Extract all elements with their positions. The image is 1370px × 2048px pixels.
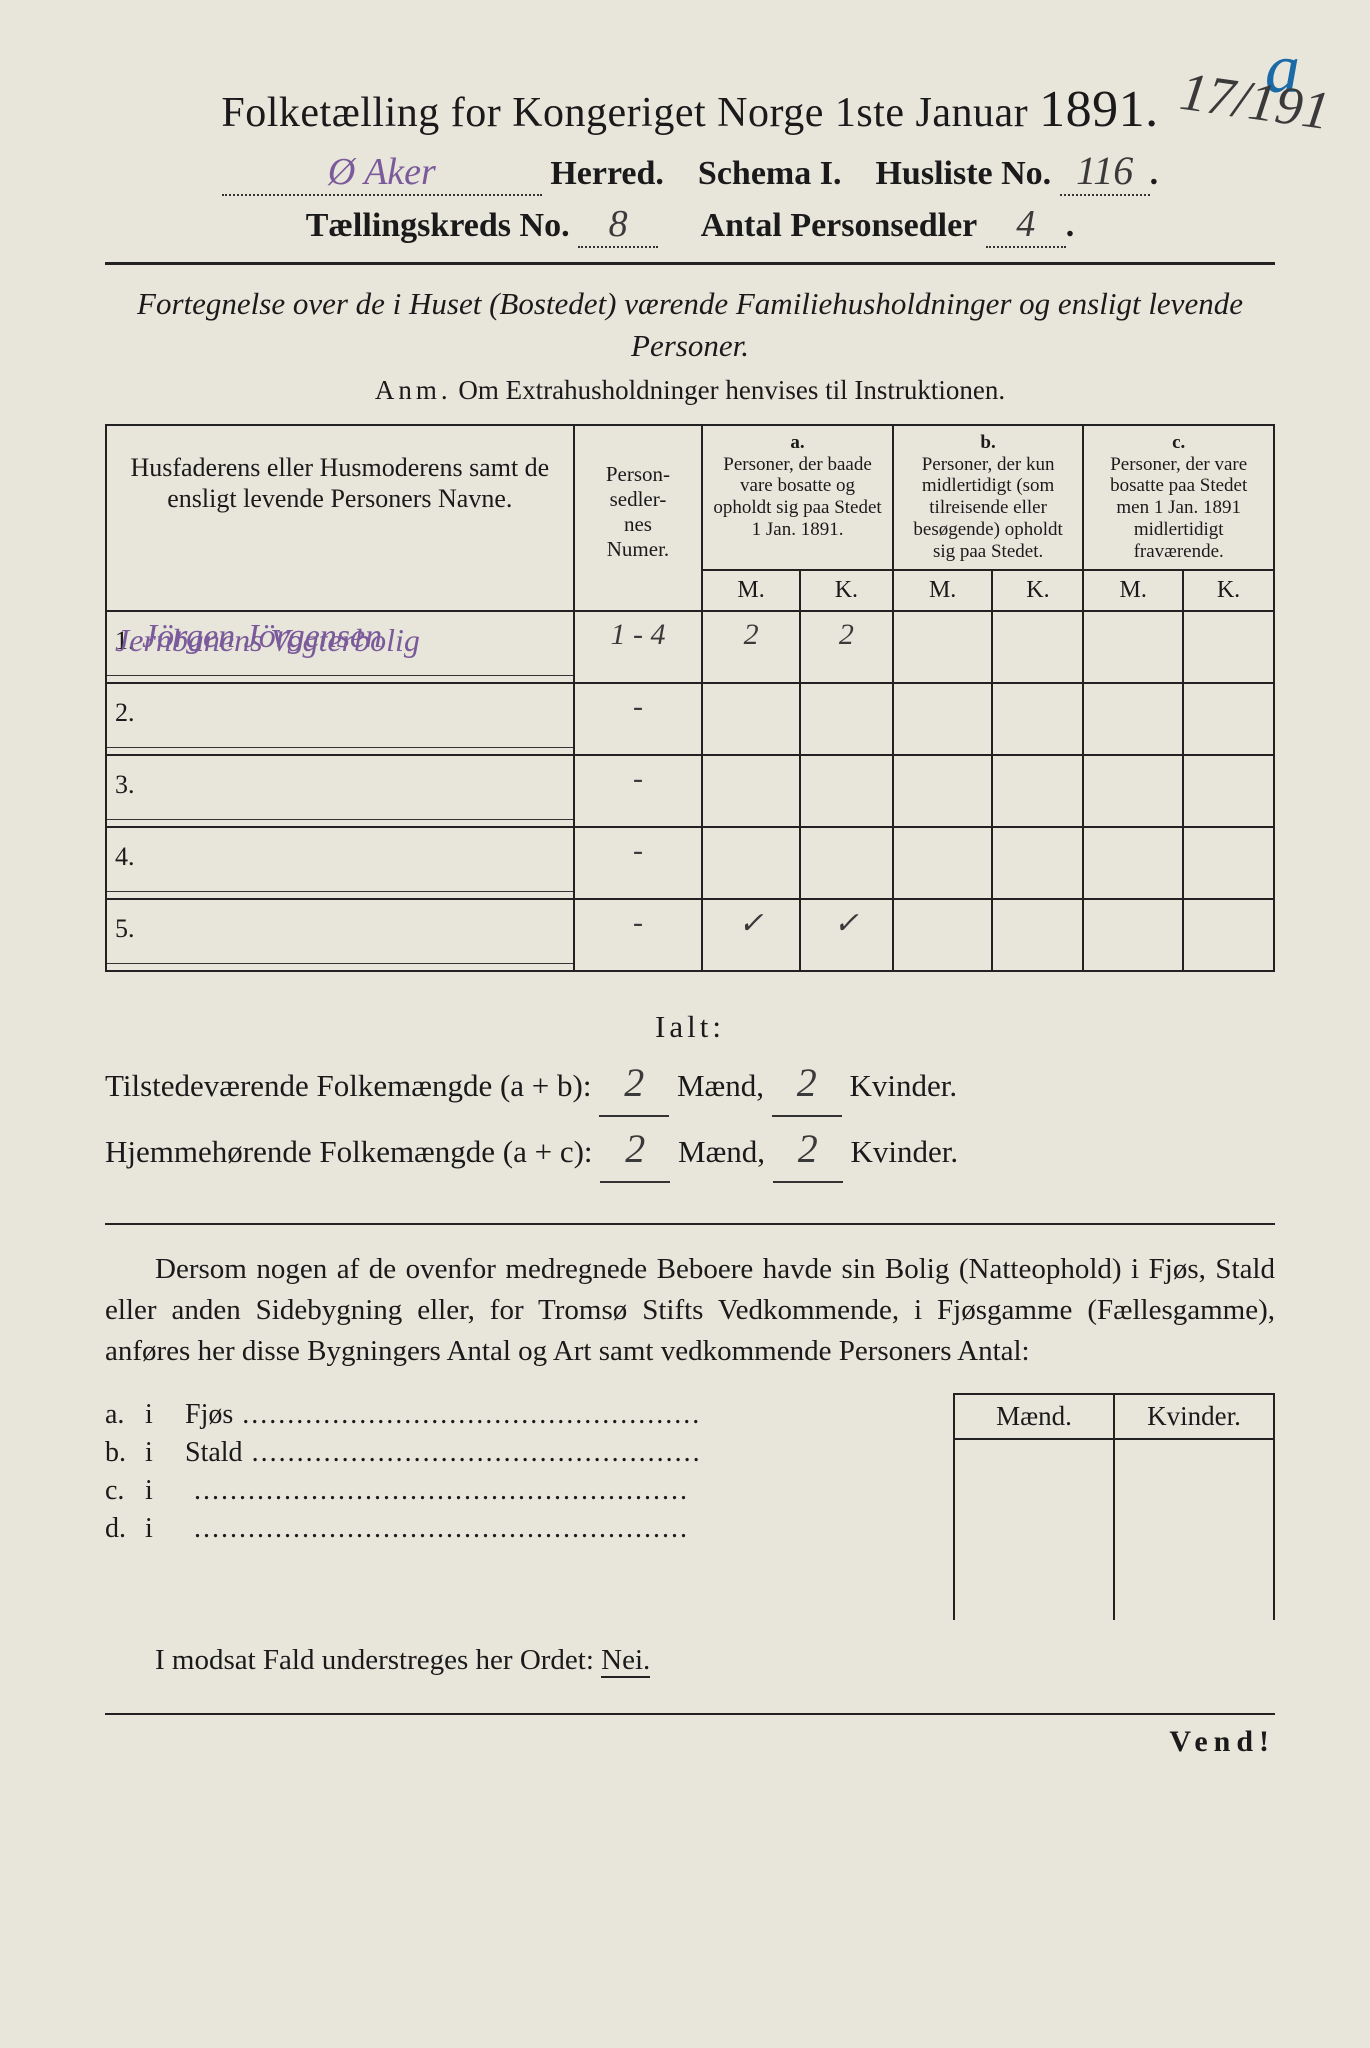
a-m-cell [702, 827, 800, 899]
b-m-cell [893, 611, 993, 683]
c-m-cell [1083, 899, 1183, 971]
ialt-heading: Ialt: [650, 1002, 730, 1052]
c-m-cell [1083, 827, 1183, 899]
a-m-cell [702, 683, 800, 755]
c-k-cell [1183, 683, 1274, 755]
b-m-cell [893, 827, 993, 899]
anm-note: Anm. Om Extrahusholdninger henvises til … [105, 375, 1275, 406]
form-subtitle: Fortegnelse over de i Huset (Bostedet) v… [105, 283, 1275, 367]
b-k-cell [992, 899, 1083, 971]
col-header-names: Husfaderens eller Husmoderens samt de en… [106, 425, 574, 611]
divider-2 [105, 1223, 1275, 1225]
outbuilding-paragraph: Dersom nogen af de ovenfor medregnede Be… [105, 1249, 1275, 1371]
kreds-label: Tællingskreds No. [306, 207, 570, 244]
col-header-a: a. Personer, der baade vare bosatte og o… [702, 425, 893, 570]
col-header-c: c. Personer, der vare bosatte paa Stedet… [1083, 425, 1274, 570]
col-header-b: b. Personer, der kun midlertidigt (som t… [893, 425, 1084, 570]
page-title: Folketælling for Kongeriget Norge 1ste J… [105, 80, 1275, 139]
table-row: 4. - [106, 827, 1274, 899]
totals-block: Ialt: Tilstedeværende Folkemængde (a + b… [105, 1002, 1275, 1184]
col-b-k: K. [992, 570, 1083, 611]
property-note: Jernbanens Vogterbolig [115, 622, 420, 659]
anm-label: Anm. [375, 375, 452, 405]
husliste-value: 116 [1076, 148, 1133, 193]
col-b-m: M. [893, 570, 993, 611]
outbuilding-table: a.iFjøs ................................… [105, 1393, 1275, 1620]
name-cell: 5. [106, 899, 574, 971]
herred-value: Ø Aker [328, 151, 436, 193]
divider [105, 262, 1275, 265]
num-cell: - [574, 683, 703, 755]
outbuilding-row: c.i ....................................… [105, 1475, 953, 1507]
b-k-cell [992, 683, 1083, 755]
a-k-cell: 2 [800, 611, 893, 683]
kreds-value: 8 [609, 203, 628, 245]
l1-m: 2 [624, 1060, 644, 1105]
census-form-page: a 17/191 Folketælling for Kongeriget Nor… [0, 0, 1370, 2048]
name-cell: 2. [106, 683, 574, 755]
outbuilding-row: d.i ....................................… [105, 1513, 953, 1545]
c-k-cell [1183, 611, 1274, 683]
header-line-2: Ø Aker Herred. Schema I. Husliste No. 11… [105, 147, 1275, 196]
outbuilding-row: a.iFjøs ................................… [105, 1399, 953, 1431]
b-m-cell [893, 899, 993, 971]
l2-m: 2 [625, 1126, 645, 1171]
c-m-cell [1083, 683, 1183, 755]
table-row: 5. -✓✓ [106, 899, 1274, 971]
title-text: Folketælling for Kongeriget Norge 1ste J… [221, 90, 1039, 136]
header-line-3: Tællingskreds No. 8 Antal Personsedler 4… [105, 202, 1275, 248]
nei-line: I modsat Fald understreges her Ordet: Ne… [105, 1644, 1275, 1677]
a-m-cell: ✓ [702, 899, 800, 971]
c-m-cell [1083, 611, 1183, 683]
totals-line-1: Tilstedeværende Folkemængde (a + b): 2 M… [105, 1051, 1275, 1117]
turn-over: Vend! [105, 1713, 1275, 1759]
antal-label: Antal Personsedler [701, 207, 978, 244]
col-a-m: M. [702, 570, 800, 611]
antal-value: 4 [1016, 203, 1035, 245]
totals-line-2: Hjemmehørende Folkemængde (a + c): 2 Mæn… [105, 1117, 1275, 1183]
a-k-cell [800, 755, 893, 827]
col-a-k: K. [800, 570, 893, 611]
c-k-cell [1183, 899, 1274, 971]
l2-k: 2 [798, 1126, 818, 1171]
schema-label: Schema I. [698, 155, 842, 192]
husliste-label: Husliste No. [875, 155, 1051, 192]
anm-text: Om Extrahusholdninger henvises til Instr… [452, 375, 1005, 405]
a-m-cell [702, 755, 800, 827]
table-row: 3. - [106, 755, 1274, 827]
name-cell: 4. [106, 827, 574, 899]
household-table: Husfaderens eller Husmoderens samt de en… [105, 424, 1275, 972]
herred-label: Herred. [550, 155, 664, 192]
col-c-m: M. [1083, 570, 1183, 611]
c-m-cell [1083, 755, 1183, 827]
outbuilding-row: b.iStald ...............................… [105, 1437, 953, 1469]
side-col-kvinder: Kvinder. [1115, 1395, 1275, 1620]
name-cell: 3. [106, 755, 574, 827]
col-header-number: Person- sedler- nes Numer. [574, 425, 703, 611]
table-row: 2. - [106, 683, 1274, 755]
title-year: 1891. [1039, 81, 1159, 138]
b-k-cell [992, 827, 1083, 899]
num-cell: - [574, 755, 703, 827]
col-c-k: K. [1183, 570, 1274, 611]
nei-word: Nei. [601, 1644, 650, 1678]
a-k-cell [800, 683, 893, 755]
l1-k: 2 [797, 1060, 817, 1105]
a-k-cell [800, 827, 893, 899]
side-col-maend: Mænd. [955, 1395, 1115, 1620]
num-cell: 1 - 4 [574, 611, 703, 683]
a-k-cell: ✓ [800, 899, 893, 971]
c-k-cell [1183, 827, 1274, 899]
b-m-cell [893, 755, 993, 827]
num-cell: - [574, 827, 703, 899]
num-cell: - [574, 899, 703, 971]
b-k-cell [992, 755, 1083, 827]
b-m-cell [893, 683, 993, 755]
a-m-cell: 2 [702, 611, 800, 683]
c-k-cell [1183, 755, 1274, 827]
b-k-cell [992, 611, 1083, 683]
